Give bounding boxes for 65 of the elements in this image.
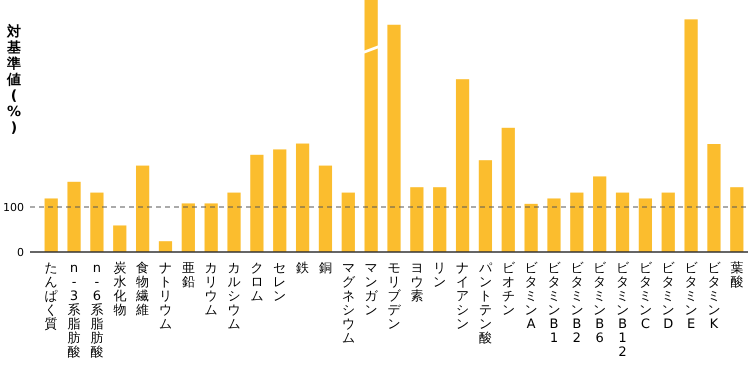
x-tick-label: マンガン bbox=[364, 261, 379, 318]
bar bbox=[410, 187, 424, 252]
bar bbox=[547, 198, 561, 252]
x-tick-label: ビタミンK bbox=[707, 261, 722, 332]
bar bbox=[158, 241, 172, 252]
bar bbox=[502, 128, 515, 252]
x-tick-label: カリウム bbox=[204, 261, 218, 318]
bar bbox=[662, 192, 675, 252]
bar bbox=[296, 144, 310, 252]
bar bbox=[113, 225, 126, 252]
bar bbox=[478, 160, 492, 252]
x-tick-label: ナイアシン bbox=[456, 261, 470, 332]
x-tick-label: ナトリウム bbox=[158, 261, 172, 332]
bar bbox=[730, 187, 744, 252]
x-tick-label: ビオチン bbox=[502, 261, 516, 318]
x-tick-label: ビタミンB1 bbox=[547, 261, 562, 346]
bar bbox=[707, 144, 721, 252]
x-tick-label: ビタミンB6 bbox=[593, 261, 608, 346]
x-tick-label: ビタミンC bbox=[638, 261, 653, 332]
bar bbox=[44, 198, 58, 252]
x-tick-label: 鉄 bbox=[296, 261, 310, 276]
bar bbox=[204, 203, 218, 252]
x-tick-label: 食物繊維 bbox=[135, 261, 150, 318]
bar bbox=[227, 192, 241, 252]
x-tick-label: n-6系脂肪酸 bbox=[90, 261, 104, 360]
x-tick-label: モリブデン bbox=[388, 261, 402, 332]
x-tick-label: カルシウム bbox=[228, 261, 241, 332]
bar bbox=[638, 198, 652, 252]
x-tick-label: n-3系脂肪酸 bbox=[68, 261, 81, 360]
x-tick-label: セレン bbox=[273, 261, 286, 304]
y-tick-label: 100 bbox=[3, 200, 24, 214]
bar bbox=[342, 192, 355, 252]
bar bbox=[456, 79, 470, 252]
bar bbox=[250, 154, 264, 252]
bar bbox=[67, 182, 81, 252]
x-tick-label: ビタミンE bbox=[684, 261, 699, 332]
bar bbox=[318, 166, 332, 252]
bar bbox=[684, 19, 698, 252]
x-tick-label: ヨウ素 bbox=[410, 261, 424, 304]
x-tick-label: マグネシウム bbox=[342, 261, 356, 346]
x-tick-label: 炭水化物 bbox=[113, 261, 126, 318]
x-tick-label: ビタミンD bbox=[662, 261, 676, 332]
x-tick-label: たんぱく質 bbox=[44, 261, 58, 332]
bar bbox=[593, 176, 606, 252]
bar bbox=[182, 203, 195, 252]
x-tick-label: リン bbox=[433, 261, 446, 290]
x-tick-label: ビタミンB2 bbox=[570, 261, 584, 346]
bar bbox=[364, 0, 378, 252]
x-tick-label: クロム bbox=[250, 261, 264, 304]
bar bbox=[273, 149, 286, 252]
bar bbox=[570, 192, 584, 252]
x-tick-label: 亜鉛 bbox=[182, 261, 195, 290]
x-tick-label: ビタミンA bbox=[524, 261, 539, 332]
bar bbox=[90, 192, 104, 252]
y-tick-label: 0 bbox=[17, 246, 24, 259]
bar bbox=[616, 192, 630, 252]
bar bbox=[524, 204, 538, 252]
bar bbox=[387, 24, 401, 252]
x-tick-label: 銅 bbox=[318, 261, 332, 276]
x-tick-label: 葉酸 bbox=[730, 261, 744, 290]
x-tick-label: ビタミンB12 bbox=[616, 261, 630, 360]
bar bbox=[136, 166, 150, 252]
y-axis-title: 対基準値(%) bbox=[6, 23, 22, 136]
x-tick-label: パントテン酸 bbox=[478, 261, 493, 346]
bar bbox=[433, 187, 446, 252]
